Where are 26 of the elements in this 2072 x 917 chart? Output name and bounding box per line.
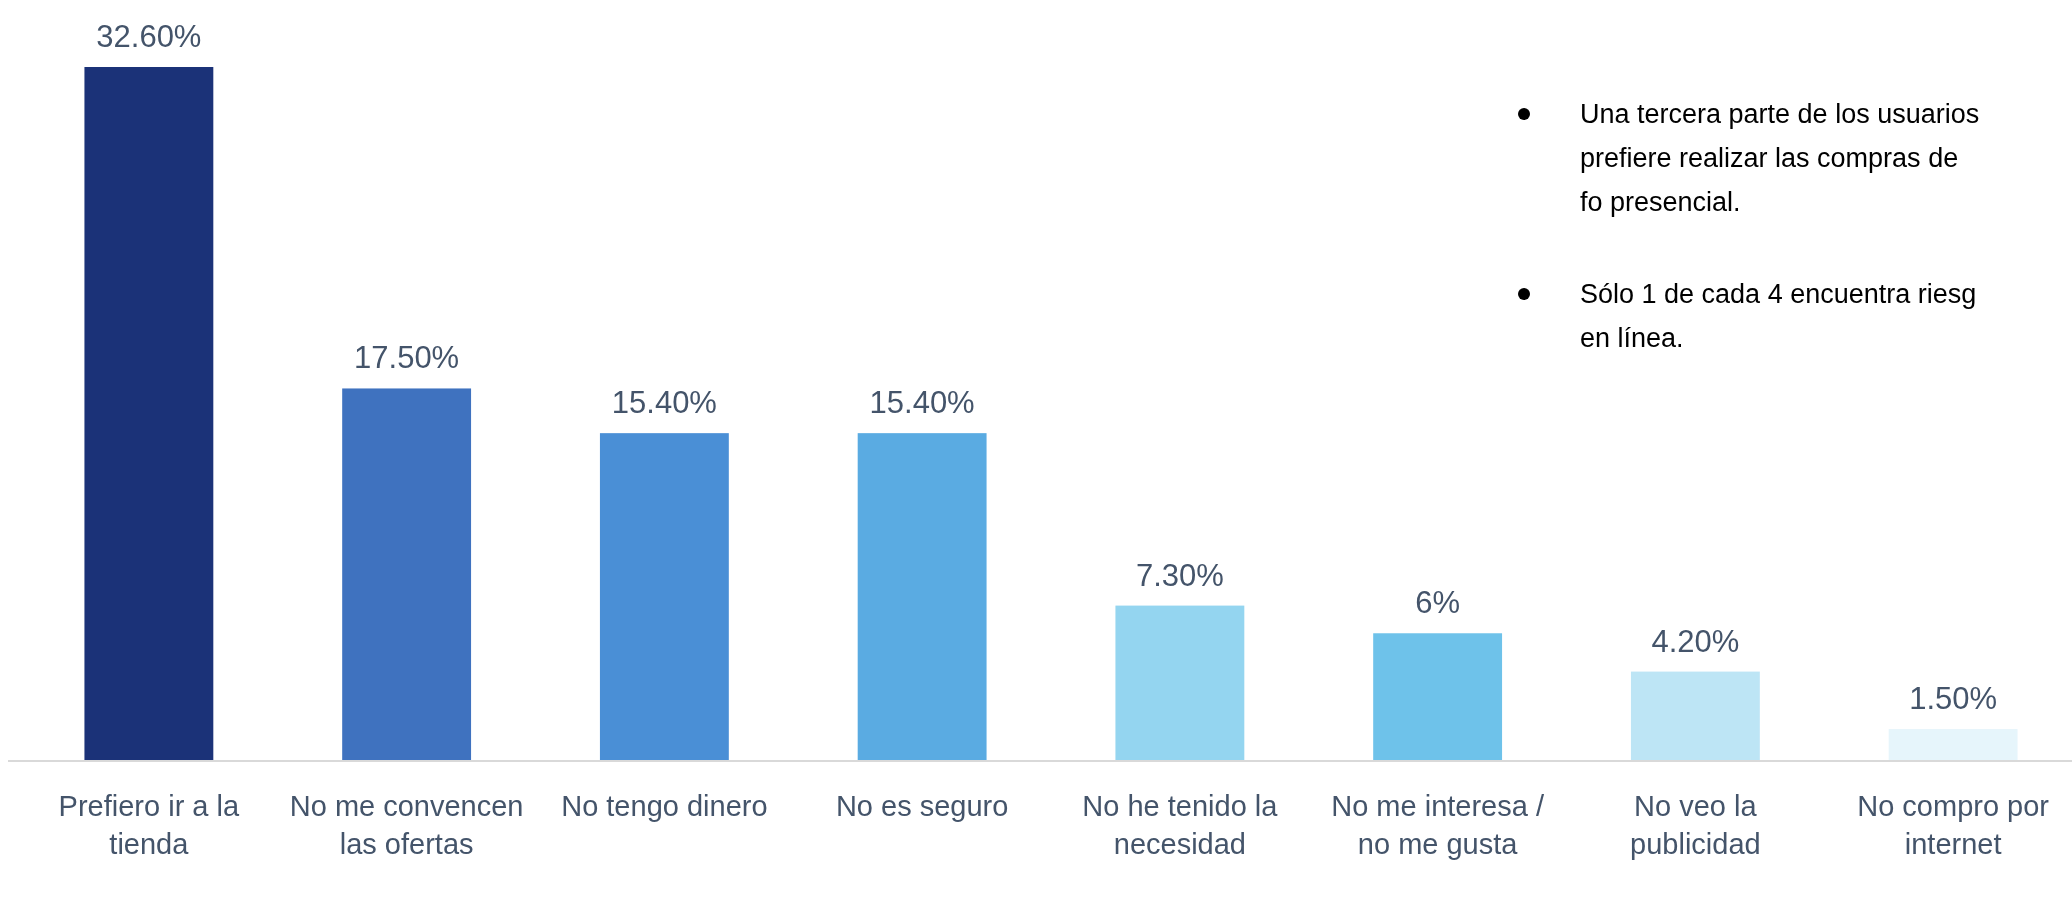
bar <box>342 388 472 761</box>
x-tick-label: No compro por internet <box>1857 790 2050 860</box>
data-label: 32.60% <box>96 19 202 54</box>
bar <box>599 433 729 761</box>
bar <box>1373 633 1503 761</box>
data-label: 6% <box>1415 585 1461 621</box>
x-tick-label: No me interesa / no me gusta <box>1331 790 1545 860</box>
x-tick-label: No he tenido la necesidad <box>1082 790 1279 860</box>
bar <box>84 67 214 761</box>
x-tick-label: No tengo dinero <box>561 790 768 822</box>
x-tick-label: No me convencen las ofertas <box>289 790 524 860</box>
data-label: 1.50% <box>1909 681 1998 717</box>
data-label: 7.30% <box>1135 557 1224 593</box>
x-tick-label: No veo la publicidad <box>1630 790 1761 860</box>
bar <box>1888 729 2018 761</box>
data-label: 4.20% <box>1651 623 1740 659</box>
data-label: 15.40% <box>611 385 717 421</box>
bar <box>1115 605 1245 761</box>
bar <box>857 433 987 761</box>
data-label: 17.50% <box>354 340 460 376</box>
bar <box>1630 671 1760 761</box>
x-tick-label: No es seguro <box>835 790 1009 822</box>
data-label: 15.40% <box>869 385 975 421</box>
x-tick-label: Prefiero ir a la tienda <box>58 790 240 860</box>
annotation: Una tercera parte de los usuarios prefiere realizar las compras de fo presencial. <box>1580 99 1980 217</box>
annotation: Sólo 1 de cada 4 encuentra riesg en línea. <box>1580 279 1977 353</box>
